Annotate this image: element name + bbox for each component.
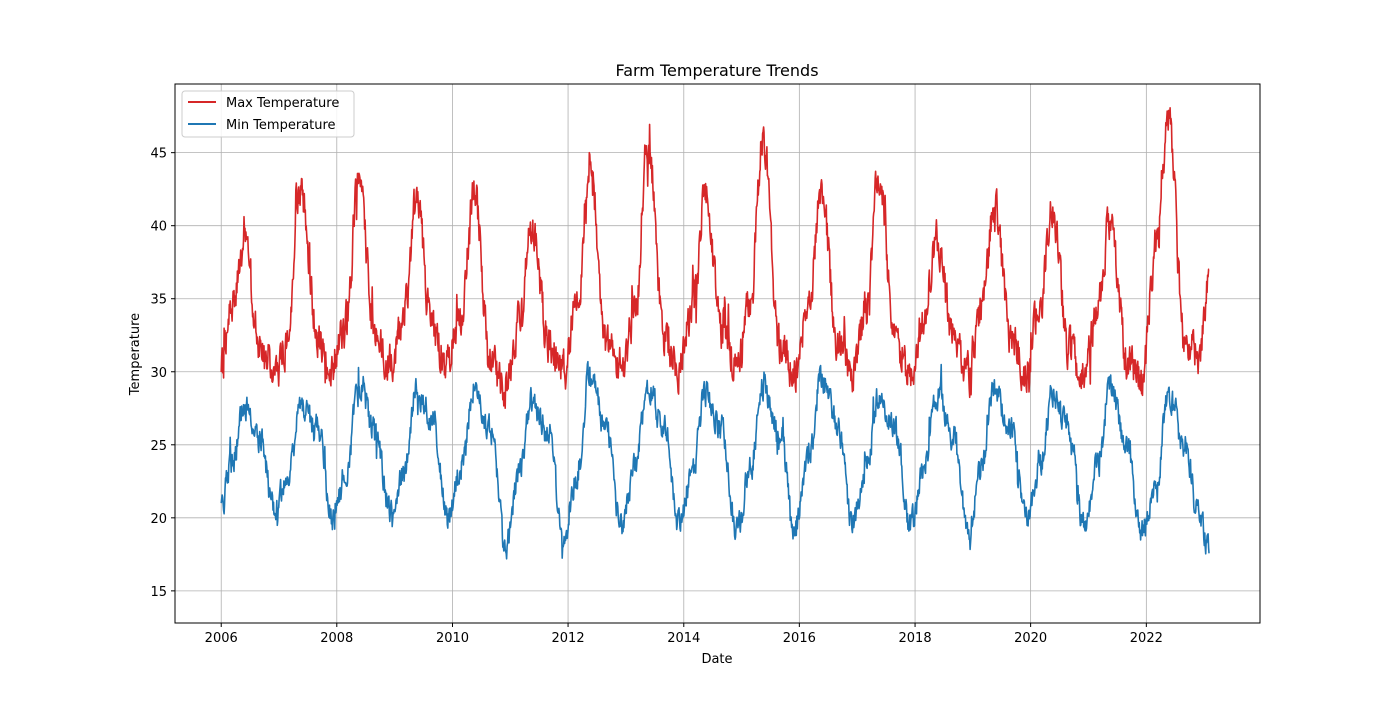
y-axis-label: Temperature bbox=[128, 313, 143, 396]
x-tick-label: 2022 bbox=[1130, 631, 1163, 646]
legend-label-min: Min Temperature bbox=[226, 118, 336, 133]
x-tick-label: 2010 bbox=[436, 631, 469, 646]
legend-box bbox=[181, 90, 355, 138]
x-axis-ticks: 2006 2008 2010 2012 2014 2016 2018 2020 2022 bbox=[205, 623, 1163, 646]
x-axis-label: Date bbox=[701, 652, 732, 667]
series-lines bbox=[220, 107, 1210, 560]
x-tick-label: 2008 bbox=[320, 631, 353, 646]
y-axis-ticks: 15 20 25 30 35 40 45 bbox=[150, 147, 175, 600]
x-tick-label: 2006 bbox=[205, 631, 238, 646]
chart-title: Farm Temperature Trends bbox=[615, 61, 818, 80]
y-tick-label: 35 bbox=[150, 293, 167, 308]
x-tick-label: 2014 bbox=[667, 631, 700, 646]
plot-area-frame bbox=[174, 83, 1261, 624]
x-tick-label: 2020 bbox=[1014, 631, 1047, 646]
y-tick-label: 30 bbox=[150, 366, 167, 381]
y-tick-label: 45 bbox=[150, 147, 167, 162]
x-tick-label: 2016 bbox=[783, 631, 816, 646]
legend-label-max: Max Temperature bbox=[226, 96, 339, 111]
y-tick-label: 15 bbox=[150, 585, 167, 600]
legend: Max Temperature Min Temperature bbox=[181, 90, 355, 138]
y-tick-label: 25 bbox=[150, 439, 167, 454]
x-tick-label: 2018 bbox=[899, 631, 932, 646]
series-line-min bbox=[220, 360, 1210, 560]
x-tick-label: 2012 bbox=[552, 631, 585, 646]
series-line-max bbox=[220, 107, 1210, 409]
y-tick-label: 40 bbox=[150, 220, 167, 235]
y-tick-label: 20 bbox=[150, 512, 167, 527]
